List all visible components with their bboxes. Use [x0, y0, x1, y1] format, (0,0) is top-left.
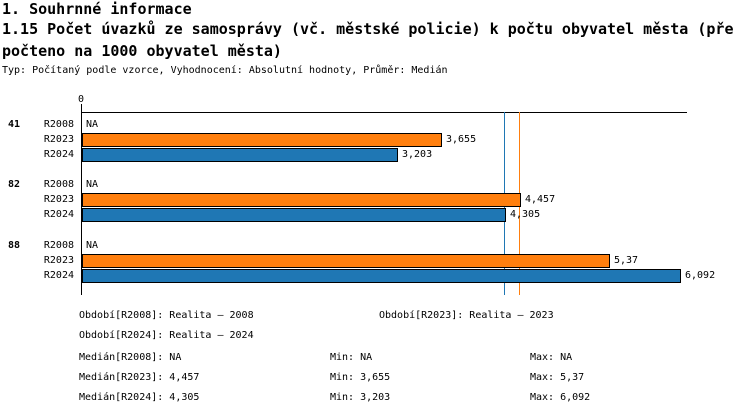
- chart-row-82-R2008: 82 R2008 NA: [0, 177, 750, 192]
- bar-82-r2024: [82, 207, 506, 222]
- bar-area: 5,37: [82, 253, 638, 268]
- chart-group-88: 88 R2008 NA R2023 5,37 R2024 6,092: [0, 238, 750, 283]
- y-axis-line: [81, 104, 82, 295]
- section-title: 1. Souhrnné informace: [2, 0, 192, 18]
- series-label-r2008: R2008: [43, 240, 74, 251]
- value-na-label: NA: [86, 119, 99, 130]
- footer-period-r2008: Období[R2008]: Realita – 2008: [79, 310, 254, 321]
- chart-row-82-R2023: R2023 4,457: [0, 192, 750, 207]
- series-label-r2023: R2023: [43, 194, 74, 205]
- chart-group-41: 41 R2008 NA R2023 3,655 R2024 3,203: [0, 117, 750, 162]
- footer-period-r2023: Období[R2023]: Realita – 2023: [379, 310, 554, 321]
- bar-area: 6,092: [82, 268, 715, 283]
- chart-row-41-R2008: 41 R2008 NA: [0, 117, 750, 132]
- footer-min-r2024: Min: 3,203: [330, 392, 391, 403]
- bar-value-label: 3,655: [446, 134, 477, 145]
- bar-value-label: 6,092: [685, 270, 716, 281]
- series-label-r2024: R2024: [43, 209, 74, 220]
- footer-median-r2024: Medián[R2024]: 4,305: [79, 392, 200, 403]
- footer-min-r2008: Min: NA: [330, 352, 373, 363]
- chart-row-41-R2024: R2024 3,203: [0, 147, 750, 162]
- bar-area: 4,305: [82, 207, 540, 222]
- series-label-r2023: R2023: [43, 255, 74, 266]
- chart-row-82-R2024: R2024 4,305: [0, 207, 750, 222]
- chart-row-88-R2023: R2023 5,37: [0, 253, 750, 268]
- x-axis-top-line: [81, 112, 687, 113]
- value-na-label: NA: [86, 179, 99, 190]
- footer-median-r2023: Medián[R2023]: 4,457: [79, 372, 200, 383]
- indicator-title-line2: počteno na 1000 obyvatel města): [2, 42, 282, 60]
- footer-median-r2008: Medián[R2008]: NA: [79, 352, 182, 363]
- bar-area: 4,457: [82, 192, 555, 207]
- indicator-title-line1: 1.15 Počet úvazků ze samosprávy (vč. měs…: [2, 20, 734, 38]
- footer-max-r2008: Max: NA: [530, 352, 573, 363]
- group-id-label: 41: [8, 119, 21, 130]
- chart-row-41-R2023: R2023 3,655: [0, 132, 750, 147]
- series-label-r2024: R2024: [43, 149, 74, 160]
- bar-value-label: 4,305: [510, 209, 541, 220]
- footer-period-r2024: Období[R2024]: Realita – 2024: [79, 330, 254, 341]
- bar-area: 3,655: [82, 132, 476, 147]
- axis-zero-tick-label: 0: [78, 94, 85, 105]
- bar-41-r2024: [82, 147, 398, 162]
- bar-area: NA: [82, 238, 98, 253]
- bar-area: NA: [82, 117, 98, 132]
- chart-row-88-R2024: R2024 6,092: [0, 268, 750, 283]
- series-label-r2024: R2024: [43, 270, 74, 281]
- bar-82-r2023: [82, 192, 521, 207]
- bar-41-r2023: [82, 132, 442, 147]
- bar-area: 3,203: [82, 147, 432, 162]
- chart-row-88-R2008: 88 R2008 NA: [0, 238, 750, 253]
- bar-88-r2023: [82, 253, 610, 268]
- footer-min-r2023: Min: 3,655: [330, 372, 391, 383]
- value-na-label: NA: [86, 240, 99, 251]
- bar-88-r2024: [82, 268, 681, 283]
- bar-area: NA: [82, 177, 98, 192]
- group-id-label: 82: [8, 179, 21, 190]
- series-label-r2023: R2023: [43, 134, 74, 145]
- footer-max-r2023: Max: 5,37: [530, 372, 585, 383]
- bar-value-label: 5,37: [614, 255, 639, 266]
- series-label-r2008: R2008: [43, 179, 74, 190]
- group-id-label: 88: [8, 240, 21, 251]
- indicator-meta: Typ: Počítaný podle vzorce, Vyhodnocení:…: [2, 65, 448, 76]
- bar-value-label: 4,457: [525, 194, 556, 205]
- footer-max-r2024: Max: 6,092: [530, 392, 591, 403]
- chart-group-82: 82 R2008 NA R2023 4,457 R2024 4,305: [0, 177, 750, 222]
- series-label-r2008: R2008: [43, 119, 74, 130]
- bar-value-label: 3,203: [402, 149, 433, 160]
